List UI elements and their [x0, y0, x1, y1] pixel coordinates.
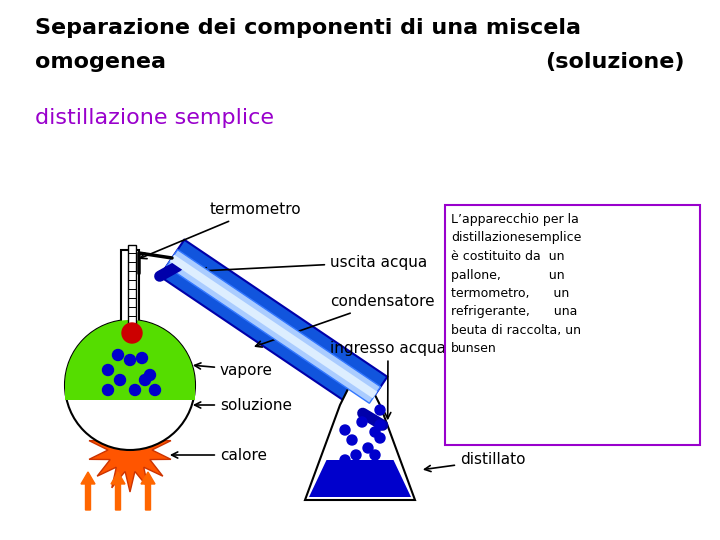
Polygon shape — [65, 320, 195, 400]
Text: L’apparecchio per la
distillazionesemplice
è costituito da  un
pallone,         : L’apparecchio per la distillazionesempli… — [451, 213, 581, 355]
Text: soluzione: soluzione — [194, 397, 292, 413]
Polygon shape — [170, 255, 377, 399]
Bar — [445, 205, 700, 445]
Circle shape — [112, 349, 124, 361]
Circle shape — [122, 323, 142, 343]
Text: (soluzione): (soluzione) — [546, 52, 685, 72]
Circle shape — [363, 443, 373, 453]
Polygon shape — [160, 240, 387, 413]
Text: distillato: distillato — [425, 453, 526, 471]
Circle shape — [145, 369, 156, 381]
Circle shape — [150, 384, 161, 395]
Text: calore: calore — [171, 448, 267, 462]
Bar — [128, 245, 136, 325]
Circle shape — [340, 455, 350, 465]
Circle shape — [114, 375, 125, 386]
Circle shape — [351, 450, 361, 460]
Text: condensatore: condensatore — [256, 294, 435, 347]
Circle shape — [375, 420, 385, 430]
FancyArrow shape — [111, 472, 125, 510]
Text: termometro: termometro — [140, 202, 302, 259]
Circle shape — [130, 384, 140, 395]
Circle shape — [370, 450, 380, 460]
Bar — [121, 250, 139, 328]
Circle shape — [375, 405, 385, 415]
Text: distillazione semplice: distillazione semplice — [35, 108, 274, 128]
FancyArrow shape — [81, 472, 95, 510]
Text: Separazione dei componenti di una miscela: Separazione dei componenti di una miscel… — [35, 18, 581, 38]
Text: omogenea: omogenea — [35, 52, 166, 72]
Circle shape — [137, 353, 148, 363]
Polygon shape — [89, 408, 171, 492]
Circle shape — [140, 375, 150, 386]
Text: ingresso acqua: ingresso acqua — [330, 341, 446, 418]
Circle shape — [357, 417, 367, 427]
Circle shape — [370, 427, 380, 437]
Polygon shape — [309, 460, 411, 497]
Circle shape — [375, 433, 385, 443]
Circle shape — [65, 320, 195, 450]
Circle shape — [340, 425, 350, 435]
FancyArrow shape — [141, 472, 155, 510]
Circle shape — [102, 384, 114, 395]
Polygon shape — [305, 385, 415, 500]
Circle shape — [125, 354, 135, 366]
Text: vapore: vapore — [194, 362, 273, 377]
Circle shape — [347, 435, 357, 445]
Circle shape — [102, 364, 114, 375]
Polygon shape — [166, 249, 381, 403]
Text: uscita acqua: uscita acqua — [200, 254, 427, 274]
